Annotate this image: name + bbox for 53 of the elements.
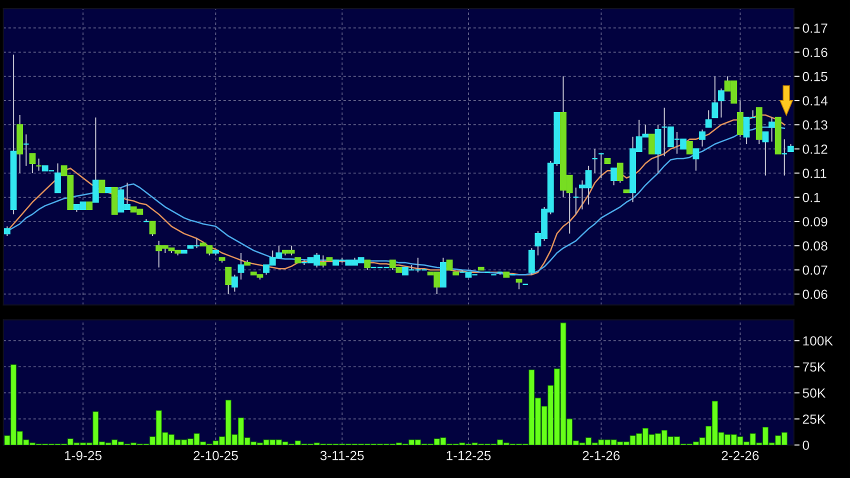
x-tick-label: 2-1-26 — [582, 450, 620, 460]
candlestick — [142, 218, 150, 222]
candlestick — [686, 141, 693, 154]
candlestick — [736, 100, 744, 138]
candlestick — [231, 274, 238, 292]
y-tick-label: 75K — [802, 362, 826, 372]
y-tick-label: 0.16 — [802, 48, 828, 58]
candlestick — [4, 226, 10, 237]
candlestick — [22, 134, 30, 166]
candlestick — [592, 148, 598, 174]
candlestick — [54, 162, 61, 194]
candlestick — [36, 158, 42, 172]
y-tick-label: 0.11 — [802, 168, 826, 178]
y-tick-label: 0.08 — [802, 241, 828, 251]
y-tick-label: 0.15 — [802, 72, 828, 82]
candlestick — [446, 260, 453, 271]
candlestick — [364, 260, 371, 270]
candlestick — [572, 187, 580, 215]
y-tick-label: 0.12 — [802, 144, 828, 154]
y-tick-label: 0.13 — [802, 120, 828, 130]
candlestick — [528, 248, 535, 276]
candlestick — [692, 148, 700, 172]
y-tick-label: 50K — [802, 388, 826, 398]
candlestick — [98, 180, 106, 194]
candlestick — [718, 88, 724, 118]
x-tick-label: 3-11-25 — [320, 450, 364, 460]
y-tick-label: 0.06 — [802, 290, 828, 299]
y-tick-label: 25K — [802, 414, 826, 424]
y-tick-label: 100K — [803, 336, 833, 346]
candlestick — [648, 134, 655, 154]
candlestick — [516, 278, 522, 290]
x-tick-label: 1-9-25 — [64, 450, 102, 460]
candlestick — [598, 153, 604, 179]
x-tick-label: 2-10-25 — [194, 450, 238, 460]
y-tick-label: 0 — [802, 440, 810, 450]
candlestick — [762, 131, 769, 176]
candlestick — [225, 266, 232, 295]
x-tick-label: 1-12-25 — [446, 450, 491, 460]
candlestick — [768, 116, 775, 142]
candlestick — [616, 162, 624, 184]
y-tick-label: 0.1 — [802, 192, 820, 202]
y-tick-label: 0.07 — [802, 265, 828, 275]
candlestick — [699, 129, 706, 148]
candlestick — [92, 116, 99, 203]
y-tick-label: 0.14 — [802, 96, 828, 106]
candlestick — [29, 153, 36, 174]
candlestick — [610, 168, 618, 186]
candlestick — [149, 220, 156, 237]
y-tick-label: 0.09 — [802, 217, 828, 226]
candlestick — [238, 252, 244, 280]
y-tick-label: 0.17 — [802, 24, 828, 33]
candlestick — [781, 138, 788, 176]
x-tick-label: 2-2-26 — [722, 450, 759, 460]
